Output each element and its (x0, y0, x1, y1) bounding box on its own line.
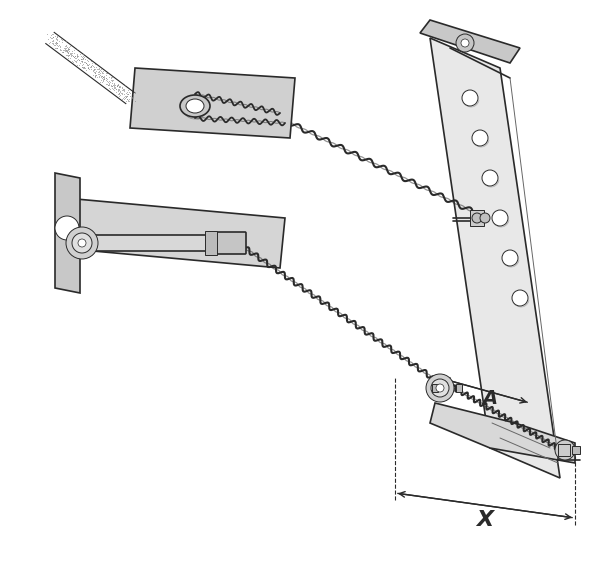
Polygon shape (130, 68, 295, 138)
Polygon shape (430, 403, 575, 463)
Ellipse shape (180, 95, 210, 117)
Circle shape (492, 210, 508, 226)
Polygon shape (430, 38, 560, 478)
FancyBboxPatch shape (456, 384, 462, 392)
Circle shape (436, 384, 444, 392)
FancyBboxPatch shape (558, 444, 570, 456)
FancyBboxPatch shape (85, 235, 215, 251)
Circle shape (480, 213, 490, 223)
Circle shape (426, 374, 454, 402)
Polygon shape (420, 20, 520, 63)
Circle shape (55, 216, 79, 240)
Circle shape (472, 213, 482, 223)
FancyBboxPatch shape (470, 210, 484, 226)
FancyBboxPatch shape (432, 381, 448, 395)
Circle shape (502, 250, 518, 266)
Circle shape (456, 34, 474, 52)
Circle shape (472, 130, 488, 146)
Circle shape (512, 290, 528, 306)
Circle shape (482, 170, 498, 186)
FancyBboxPatch shape (432, 384, 438, 392)
FancyBboxPatch shape (214, 232, 246, 254)
Circle shape (560, 445, 570, 455)
Circle shape (555, 440, 575, 460)
Polygon shape (60, 198, 285, 268)
Circle shape (462, 90, 478, 106)
FancyBboxPatch shape (572, 446, 580, 454)
Circle shape (66, 227, 98, 259)
Polygon shape (55, 173, 80, 293)
Circle shape (461, 39, 469, 47)
Circle shape (78, 239, 86, 247)
Circle shape (72, 233, 92, 253)
Ellipse shape (186, 99, 204, 113)
FancyBboxPatch shape (205, 231, 217, 255)
Text: X: X (476, 510, 494, 530)
Text: A: A (482, 388, 497, 407)
Circle shape (431, 379, 449, 397)
